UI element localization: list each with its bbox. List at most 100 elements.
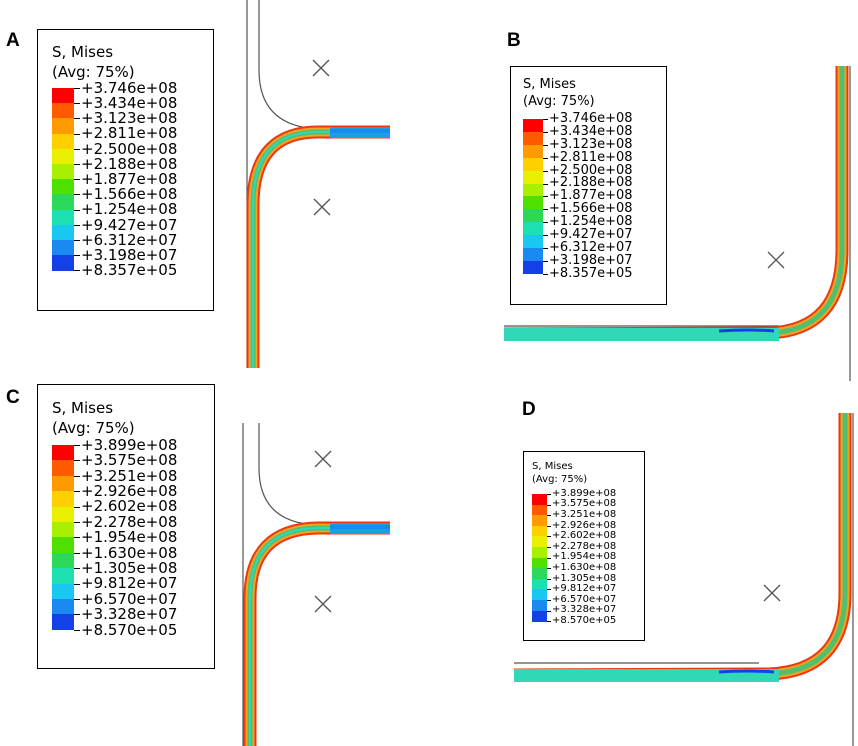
legend-tick (74, 118, 80, 120)
legend-swatch (52, 506, 74, 523)
legend-swatch (532, 557, 547, 569)
legend-swatch (532, 504, 547, 516)
legend-value: +3.198e+07 (549, 252, 633, 268)
legend-tick (74, 491, 80, 493)
legend-tick (74, 552, 80, 554)
legend-tick (547, 621, 551, 623)
legend-value: +2.500e+08 (81, 139, 178, 158)
legend-value: +2.926e+08 (81, 481, 178, 500)
legend-tick (543, 273, 548, 275)
legend-value: +1.566e+08 (549, 201, 633, 217)
legend-swatch (52, 475, 74, 492)
panel-label: C (6, 387, 20, 408)
legend-value: +2.278e+08 (81, 512, 178, 531)
legend-value: +1.254e+08 (81, 200, 178, 219)
legend-subtitle: (Avg: 75%) (52, 63, 135, 81)
model-view (242, 423, 390, 746)
legend-title: S, Mises (52, 399, 114, 417)
legend-value: +2.926e+08 (552, 519, 617, 531)
legend-subtitle: (Avg: 75%) (532, 474, 588, 485)
legend-swatch (532, 589, 547, 601)
legend-swatch (523, 196, 543, 210)
cross-marker-icon (314, 595, 332, 613)
legend-swatch (52, 599, 74, 615)
legend-tick (547, 589, 551, 591)
legend-swatch (532, 536, 547, 548)
legend-swatch (52, 164, 74, 180)
legend-tick (543, 131, 548, 133)
legend-tick (543, 144, 548, 146)
legend-tick (74, 568, 80, 570)
legend-value: +6.570e+07 (81, 589, 178, 608)
legend-swatch (523, 170, 543, 184)
legend-swatch (52, 88, 74, 104)
legend-tick (74, 103, 80, 105)
model-view (513, 413, 854, 746)
panel-c: C S, Mises (Avg: 75%) +3.899e+08 +3.575e+… (0, 373, 429, 746)
legend-swatch (532, 515, 547, 527)
cross-marker-icon (313, 198, 331, 216)
legend-tick (74, 583, 80, 585)
legend-tick (74, 255, 80, 257)
legend-value: +3.251e+08 (552, 509, 617, 520)
legend-swatch (52, 255, 74, 271)
legend-value: +3.434e+08 (81, 93, 178, 112)
legend-swatch (532, 547, 547, 559)
legend-value: +1.954e+08 (552, 551, 617, 563)
legend-tick (543, 196, 548, 198)
legend-tick (74, 148, 80, 150)
legend-tick (543, 170, 548, 172)
legend-swatch (52, 133, 74, 150)
panel-d: D S, Mises (Avg: 75%) +3.899e+08 +3.575e+… (429, 373, 858, 746)
legend-tick (74, 599, 80, 600)
legend-subtitle: (Avg: 75%) (52, 419, 135, 437)
legend-value: +6.312e+07 (549, 239, 633, 255)
stress-legend: S, Mises (Avg: 75%) +3.899e+08 +3.575e+08… (523, 451, 645, 641)
legend-value: +3.899e+08 (81, 435, 178, 454)
legend-value: +9.812e+07 (552, 583, 617, 595)
legend-tick (74, 179, 80, 181)
legend-swatch (52, 118, 74, 135)
legend-title: S, Mises (523, 77, 576, 92)
legend-value: +8.570e+05 (552, 615, 617, 626)
die-profile-line (258, 423, 390, 526)
legend-swatch (52, 148, 74, 165)
cross-marker-icon (312, 59, 330, 77)
legend-swatch (52, 209, 74, 226)
legend-swatch (532, 525, 547, 537)
legend-tick (543, 119, 548, 120)
legend-value: +1.305e+08 (81, 558, 178, 577)
legend-title: S, Mises (532, 461, 573, 472)
legend-tick (74, 506, 80, 508)
legend-swatch (523, 131, 543, 146)
stress-legend: S, Mises (Avg: 75%) +3.746e+08 +3.434e+08… (510, 66, 667, 305)
legend-value: +1.877e+08 (81, 169, 178, 188)
legend-tick (547, 600, 551, 601)
legend-swatch (523, 222, 543, 236)
legend-value: +2.602e+08 (81, 497, 178, 516)
legend-value: +3.328e+07 (552, 604, 617, 616)
legend-tick (547, 557, 551, 559)
legend-tick (74, 629, 80, 631)
legend-tick (543, 235, 548, 237)
legend-tick (547, 547, 551, 548)
legend-tick (74, 133, 80, 135)
model-view (246, 0, 390, 368)
legend-value: +2.811e+08 (81, 124, 178, 143)
legend-tick (74, 194, 80, 196)
legend-tick (543, 157, 548, 159)
stress-legend: S, Mises (Avg: 75%) +3.899e+08 +3.575e+08… (37, 384, 215, 669)
legend-tick (74, 537, 80, 539)
legend-value: +1.630e+08 (552, 562, 617, 573)
legend-swatch (52, 614, 74, 631)
legend-swatch (532, 568, 547, 580)
legend-swatch (52, 103, 74, 119)
legend-swatch (532, 578, 547, 590)
legend-value: +1.254e+08 (549, 214, 633, 230)
legend-value: +8.570e+05 (81, 620, 178, 639)
legend-value: +1.630e+08 (81, 543, 178, 562)
legend-value: +3.123e+08 (81, 109, 178, 128)
legend-value: +3.434e+08 (549, 123, 633, 139)
legend-tick (74, 209, 80, 211)
legend-value: +9.427e+07 (549, 227, 633, 243)
